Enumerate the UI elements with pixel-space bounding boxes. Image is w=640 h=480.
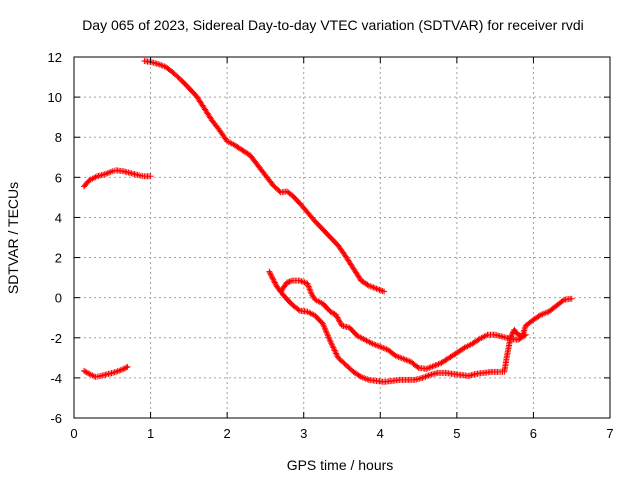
series-track-a-lower (81, 363, 131, 380)
data-point-markers (81, 363, 131, 380)
y-axis-label: SDTVAR / TECUs (5, 182, 21, 294)
x-tick-label: 5 (453, 426, 460, 441)
x-tick-label: 2 (224, 426, 231, 441)
y-tick-label: -4 (50, 371, 62, 386)
series-track-d (277, 277, 529, 372)
x-tick-label: 6 (530, 426, 537, 441)
y-tick-label: 0 (55, 291, 62, 306)
series-track-a-upper (81, 167, 154, 190)
data-point-markers (81, 167, 154, 190)
data-point-markers (141, 58, 388, 295)
y-tick-label: -6 (50, 411, 62, 426)
x-tick-label: 3 (300, 426, 307, 441)
x-tick-label: 7 (606, 426, 613, 441)
series-track-c (266, 268, 575, 385)
data-point-markers (277, 277, 529, 372)
y-tick-label: 8 (55, 130, 62, 145)
y-tick-label: 12 (48, 50, 62, 65)
chart-title: Day 065 of 2023, Sidereal Day-to-day VTE… (82, 17, 584, 33)
y-tick-label: 10 (48, 90, 62, 105)
x-tick-label: 0 (70, 426, 77, 441)
plot-frame (73, 56, 611, 419)
data-point-markers (266, 268, 575, 385)
y-tick-label: -2 (50, 331, 62, 346)
plot-series (81, 58, 575, 385)
series-track-b (141, 58, 388, 295)
y-tick-label: 6 (55, 170, 62, 185)
x-axis-label: GPS time / hours (287, 457, 394, 473)
y-tick-label: 2 (55, 251, 62, 266)
x-tick-label: 4 (377, 426, 384, 441)
x-tick-label: 1 (147, 426, 154, 441)
y-tick-label: 4 (55, 210, 62, 225)
